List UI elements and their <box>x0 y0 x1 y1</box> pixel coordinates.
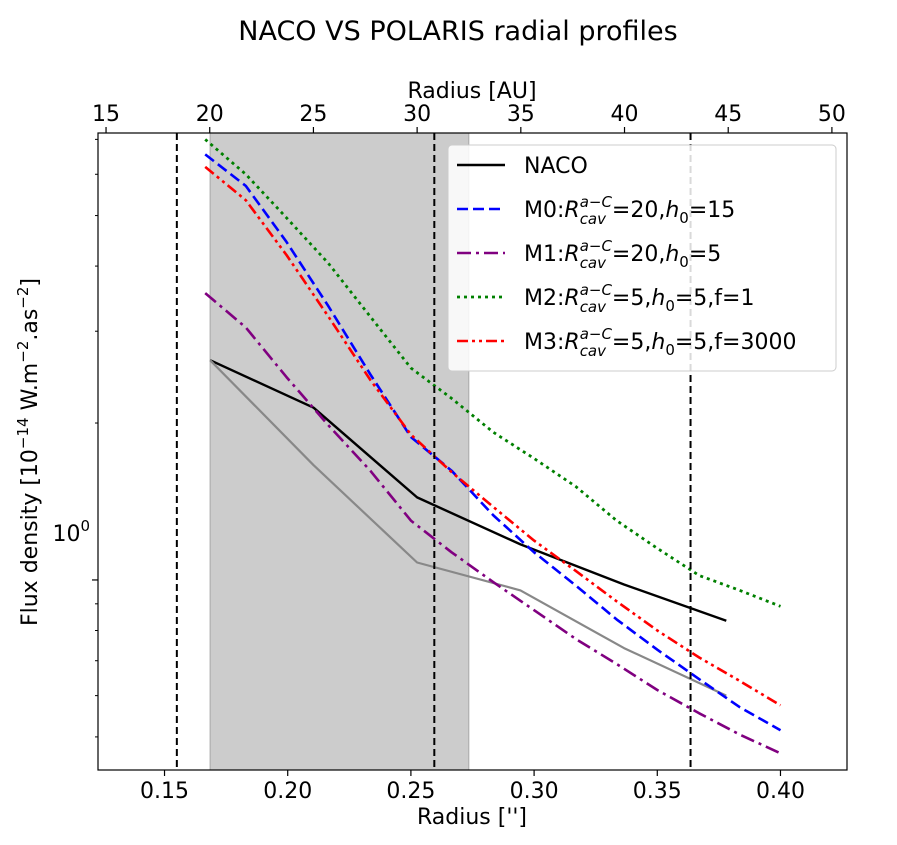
x-tick-label: 0.35 <box>633 779 682 804</box>
x-tick-label: 0.40 <box>756 779 805 804</box>
series-line-naco <box>209 359 727 622</box>
top-tick-label: 25 <box>299 102 327 127</box>
x-axis-label: Radius [''] <box>417 805 527 830</box>
axes-frame <box>97 132 848 771</box>
shaded-region <box>209 132 470 771</box>
top-tick-label: 45 <box>714 102 742 127</box>
top-tick-label: 40 <box>611 102 639 127</box>
legend-label-m1: M1:Rcava−C=20,h0=5 <box>524 237 721 272</box>
legend-box <box>447 144 837 372</box>
y-tick-label-1: 100 <box>52 517 90 547</box>
top-tick-label: 35 <box>507 102 535 127</box>
series-line-polaris <box>209 359 727 697</box>
chart-title: NACO VS POLARIS radial profiles <box>238 16 677 47</box>
y-axis-label: Flux density [10−14 W.m−2.as−2] <box>14 278 43 626</box>
series-line-m2 <box>204 138 782 608</box>
top-tick-label: 30 <box>403 102 431 127</box>
legend-label-naco: NACO <box>524 154 588 179</box>
top-tick-label: 15 <box>92 102 120 127</box>
legend: NACO M0:Rcava−C=20,h0=15 M1:Rcava−C=20,h0=… <box>447 144 837 372</box>
legend-label-m2: M2:Rcava−C=5,h0=5,f=1 <box>524 281 754 316</box>
top-tick-label: 50 <box>818 102 846 127</box>
legend-label-m3: M3:Rcava−C=5,h0=5,f=3000 <box>524 325 796 360</box>
x-tick-label: 0.15 <box>140 779 189 804</box>
plot-area: 0.15 0.20 0.25 0.30 0.35 0.40 15 20 25 30 35 40 45 50 <box>92 102 848 804</box>
x-tick-label: 0.25 <box>386 779 435 804</box>
series-line-m1 <box>204 292 782 755</box>
x-tick-label: 0.30 <box>510 779 559 804</box>
top-axis-label: Radius [AU] <box>407 79 536 104</box>
top-tick-label: 20 <box>196 102 224 127</box>
series-line-m0 <box>204 153 782 732</box>
legend-label-m0: M0:Rcava−C=20,h0=15 <box>524 193 735 228</box>
series-line-m3 <box>204 165 782 707</box>
x-tick-label: 0.20 <box>263 779 312 804</box>
